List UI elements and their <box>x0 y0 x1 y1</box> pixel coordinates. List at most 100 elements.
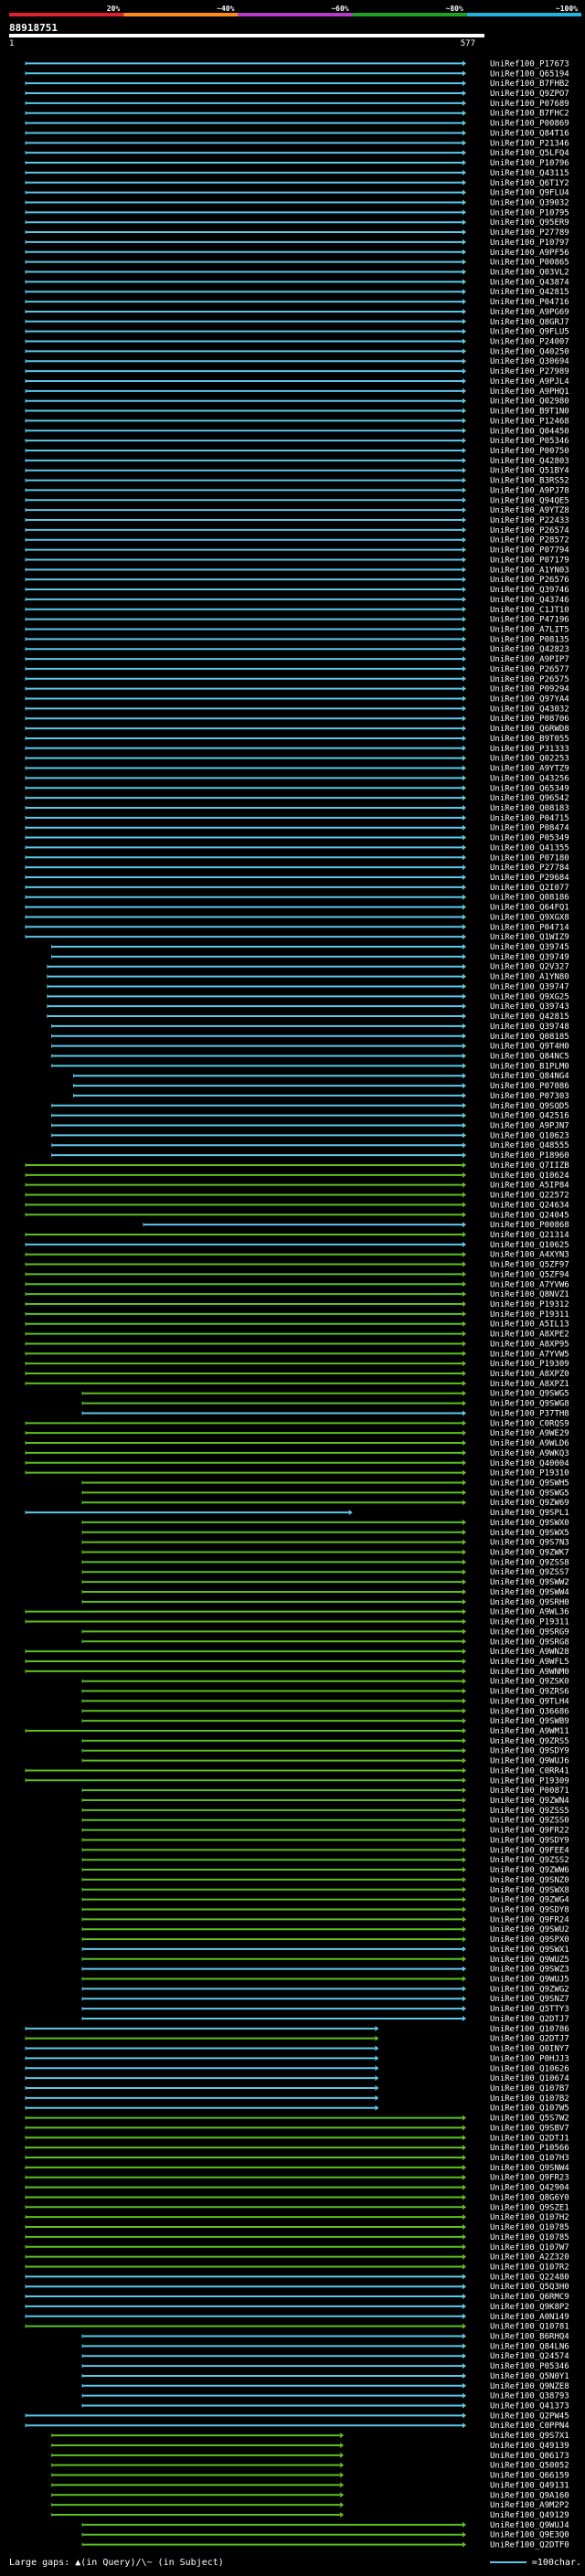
hit-label[interactable]: UniRef100_P00869 <box>490 120 569 129</box>
hit-label[interactable]: UniRef100_Q9ZSS8 <box>490 1558 569 1567</box>
hit-row[interactable]: UniRef100_A8XPZ0 <box>25 1370 569 1379</box>
hit-label[interactable]: UniRef100_Q9S7X1 <box>490 2432 569 2441</box>
hit-label[interactable]: UniRef100_A9WE29 <box>490 1429 569 1438</box>
hit-row[interactable]: UniRef100_Q10624 <box>25 1171 569 1181</box>
hit-row[interactable]: UniRef100_A9WN28 <box>25 1648 569 1657</box>
hit-row[interactable]: UniRef100_Q66159 <box>51 2472 569 2481</box>
hit-label[interactable]: UniRef100_P18960 <box>490 1151 569 1161</box>
hit-label[interactable]: UniRef100_Q39743 <box>490 1002 569 1012</box>
hit-label[interactable]: UniRef100_Q9ZSK0 <box>490 1678 569 1687</box>
hit-label[interactable]: UniRef100_B9T1N0 <box>490 408 569 417</box>
hit-row[interactable]: UniRef100_Q8GRJ7 <box>25 318 569 327</box>
hit-label[interactable]: UniRef100_Q9FLU5 <box>490 328 569 337</box>
hit-label[interactable]: UniRef100_Q66159 <box>490 2472 569 2481</box>
hit-row[interactable]: UniRef100_Q43746 <box>25 596 569 605</box>
hit-row[interactable]: UniRef100_Q9S7X1 <box>51 2432 569 2441</box>
hit-row[interactable]: UniRef100_P37TH8 <box>81 1409 569 1418</box>
hit-row[interactable]: UniRef100_Q10786 <box>25 2025 569 2034</box>
hit-row[interactable]: UniRef100_Q94QE5 <box>25 496 569 505</box>
hit-label[interactable]: UniRef100_Q107B2 <box>490 2094 569 2104</box>
hit-row[interactable]: UniRef100_Q08185 <box>51 1033 569 1042</box>
hit-label[interactable]: UniRef100_Q0INY7 <box>490 2045 569 2054</box>
hit-row[interactable]: UniRef100_Q9SBV7 <box>25 2124 569 2133</box>
hit-label[interactable]: UniRef100_A9PHQ1 <box>490 387 569 397</box>
hit-row[interactable]: UniRef100_Q50052 <box>51 2462 569 2471</box>
hit-label[interactable]: UniRef100_P07180 <box>490 853 569 863</box>
hit-label[interactable]: UniRef100_Q10624 <box>490 1171 569 1181</box>
hit-label[interactable]: UniRef100_A8XPE2 <box>490 1330 569 1340</box>
hit-label[interactable]: UniRef100_P19312 <box>490 1300 569 1309</box>
hit-row[interactable]: UniRef100_Q9SWG5 <box>81 1489 569 1498</box>
hit-row[interactable]: UniRef100_Q7IIZB <box>25 1161 569 1171</box>
hit-label[interactable]: UniRef100_Q8NVZ1 <box>490 1290 569 1299</box>
hit-label[interactable]: UniRef100_Q9ZSS7 <box>490 1568 569 1577</box>
hit-label[interactable]: UniRef100_P00868 <box>490 1221 569 1230</box>
hit-row[interactable]: UniRef100_Q5ZF94 <box>25 1270 569 1279</box>
hit-row[interactable]: UniRef100_P19309 <box>25 1776 569 1786</box>
hit-label[interactable]: UniRef100_A4XYN3 <box>490 1251 569 1260</box>
hit-row[interactable]: UniRef100_P00750 <box>25 447 569 456</box>
hit-row[interactable]: UniRef100_Q2DTJ7 <box>25 2035 569 2044</box>
hit-row[interactable]: UniRef100_Q39746 <box>25 586 569 595</box>
hit-label[interactable]: UniRef100_Q9FLU4 <box>490 189 569 198</box>
hit-label[interactable]: UniRef100_Q95ER9 <box>490 218 569 228</box>
hit-label[interactable]: UniRef100_Q5LFQ4 <box>490 149 569 158</box>
hit-label[interactable]: UniRef100_Q42516 <box>490 1112 569 1121</box>
hit-row[interactable]: UniRef100_P10795 <box>25 208 569 217</box>
hit-row[interactable]: UniRef100_Q9ZSK0 <box>81 1678 569 1687</box>
hit-label[interactable]: UniRef100_Q9ZW69 <box>490 1499 569 1508</box>
hit-label[interactable]: UniRef100_Q24634 <box>490 1201 569 1210</box>
hit-label[interactable]: UniRef100_Q107B7 <box>490 2084 569 2094</box>
hit-row[interactable]: UniRef100_Q5N0Y1 <box>81 2372 569 2381</box>
hit-label[interactable]: UniRef100_Q03VL2 <box>490 269 569 278</box>
hit-row[interactable]: UniRef100_Q43115 <box>25 169 569 178</box>
hit-label[interactable]: UniRef100_P10797 <box>490 239 569 248</box>
hit-row[interactable]: UniRef100_Q9SWG8 <box>81 1400 569 1409</box>
hit-row[interactable]: UniRef100_P27789 <box>25 228 569 238</box>
hit-label[interactable]: UniRef100_P00865 <box>490 259 569 268</box>
hit-label[interactable]: UniRef100_A9WFL5 <box>490 1658 569 1667</box>
hit-label[interactable]: UniRef100_P26575 <box>490 675 569 684</box>
hit-label[interactable]: UniRef100_Q02253 <box>490 755 569 764</box>
hit-row[interactable]: UniRef100_Q39749 <box>51 953 569 962</box>
hit-row[interactable]: UniRef100_Q107H3 <box>25 2154 569 2163</box>
hit-row[interactable]: UniRef100_Q9SDY8 <box>81 1905 569 1914</box>
hit-label[interactable]: UniRef100_Q9SWX0 <box>490 1519 569 1528</box>
hit-row[interactable]: UniRef100_A9PJN7 <box>51 1122 569 1131</box>
hit-row[interactable]: UniRef100_P19309 <box>25 1360 569 1369</box>
hit-label[interactable]: UniRef100_Q6RMC9 <box>490 2293 569 2302</box>
hit-label[interactable]: UniRef100_Q9WUJ6 <box>490 1757 569 1766</box>
hit-row[interactable]: UniRef100_P28572 <box>25 536 569 546</box>
hit-row[interactable]: UniRef100_Q2DTF0 <box>81 2541 569 2550</box>
hit-row[interactable]: UniRef100_Q2PW45 <box>25 2412 569 2421</box>
hit-row[interactable]: UniRef100_Q40250 <box>25 347 569 356</box>
hit-label[interactable]: UniRef100_Q38793 <box>490 2392 569 2401</box>
hit-label[interactable]: UniRef100_Q94QE5 <box>490 496 569 505</box>
hit-row[interactable]: UniRef100_Q84NC5 <box>51 1052 569 1061</box>
hit-row[interactable]: UniRef100_Q22572 <box>25 1192 569 1201</box>
hit-row[interactable]: UniRef100_Q9ZSS8 <box>81 1558 569 1567</box>
hit-row[interactable]: UniRef100_A9WM11 <box>25 1727 569 1736</box>
hit-row[interactable]: UniRef100_B1PLM0 <box>51 1062 569 1071</box>
hit-label[interactable]: UniRef100_A2Z320 <box>490 2253 569 2263</box>
hit-row[interactable]: UniRef100_Q9FR24 <box>81 1915 569 1924</box>
hit-row[interactable]: UniRef100_P12468 <box>25 417 569 426</box>
hit-row[interactable]: UniRef100_A5IL13 <box>25 1320 569 1330</box>
hit-row[interactable]: UniRef100_Q9ZSS2 <box>81 1856 569 1865</box>
hit-row[interactable]: UniRef100_Q9SNZ7 <box>81 1995 569 2004</box>
hit-label[interactable]: UniRef100_Q6T1Y2 <box>490 179 569 188</box>
hit-row[interactable]: UniRef100_Q2DTJ7 <box>81 2015 569 2024</box>
hit-row[interactable]: UniRef100_Q9SWH5 <box>81 1479 569 1488</box>
hit-row[interactable]: UniRef100_Q39748 <box>51 1023 569 1032</box>
hit-row[interactable]: UniRef100_Q22480 <box>25 2273 569 2282</box>
hit-label[interactable]: UniRef100_Q10625 <box>490 1241 569 1250</box>
hit-row[interactable]: UniRef100_P00868 <box>143 1221 569 1230</box>
hit-label[interactable]: UniRef100_Q9XGX8 <box>490 913 569 922</box>
hit-row[interactable]: UniRef100_P19310 <box>25 1469 569 1479</box>
hit-row[interactable]: UniRef100_Q9ZWN4 <box>81 1797 569 1806</box>
hit-label[interactable]: UniRef100_A9WL36 <box>490 1608 569 1617</box>
hit-label[interactable]: UniRef100_Q107W7 <box>490 2243 569 2253</box>
hit-label[interactable]: UniRef100_P19310 <box>490 1469 569 1479</box>
hit-label[interactable]: UniRef100_A9WM11 <box>490 1727 569 1736</box>
hit-label[interactable]: UniRef100_Q9SQD5 <box>490 1102 569 1111</box>
